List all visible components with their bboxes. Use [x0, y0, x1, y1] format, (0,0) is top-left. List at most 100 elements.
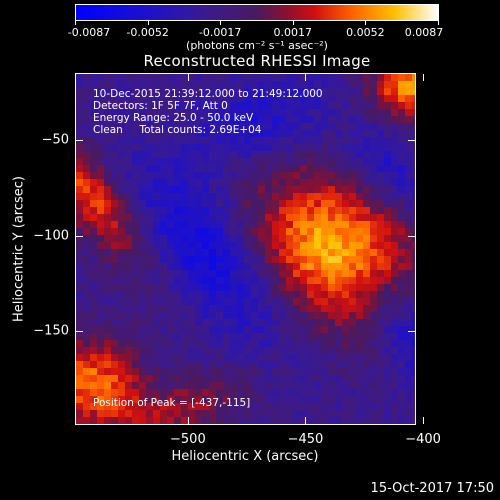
- colorbar-tick-label: 0.0017: [273, 26, 313, 39]
- heatmap-cell: [160, 207, 167, 214]
- heatmap-cell: [384, 417, 391, 424]
- heatmap-cell: [111, 403, 118, 410]
- heatmap-cell: [111, 102, 118, 109]
- heatmap-cell: [307, 116, 314, 123]
- heatmap-cell: [258, 354, 265, 361]
- heatmap-cell: [167, 137, 174, 144]
- heatmap-cell: [160, 403, 167, 410]
- colorbar-gradient: [76, 5, 438, 20]
- heatmap-cell: [335, 221, 342, 228]
- heatmap-cell: [174, 319, 181, 326]
- heatmap-cell: [209, 249, 216, 256]
- heatmap-cell: [321, 361, 328, 368]
- heatmap-cell: [237, 291, 244, 298]
- heatmap-cell: [209, 200, 216, 207]
- heatmap-cell: [258, 263, 265, 270]
- heatmap-cell: [363, 312, 370, 319]
- heatmap-cell: [279, 102, 286, 109]
- heatmap-cell: [181, 207, 188, 214]
- heatmap-cell: [412, 235, 415, 242]
- heatmap-cell: [237, 417, 244, 424]
- heatmap-cell: [230, 333, 237, 340]
- heatmap-cell: [83, 354, 90, 361]
- heatmap-cell: [307, 326, 314, 333]
- heatmap-cell: [209, 256, 216, 263]
- heatmap-cell: [328, 207, 335, 214]
- heatmap-cell: [195, 410, 202, 417]
- heatmap-cell: [335, 319, 342, 326]
- heatmap-cell: [370, 214, 377, 221]
- heatmap-cell: [321, 165, 328, 172]
- heatmap-cell: [349, 95, 356, 102]
- heatmap-cell: [258, 158, 265, 165]
- heatmap-cell: [125, 81, 132, 88]
- heatmap-cell: [265, 382, 272, 389]
- heatmap-cell: [132, 221, 139, 228]
- heatmap-cell: [265, 249, 272, 256]
- heatmap-cell: [405, 333, 412, 340]
- heatmap-cell: [237, 95, 244, 102]
- heatmap-cell: [293, 102, 300, 109]
- heatmap-cell: [230, 256, 237, 263]
- heatmap-cell: [195, 305, 202, 312]
- heatmap-cell: [384, 291, 391, 298]
- heatmap-cell: [244, 158, 251, 165]
- heatmap-cell: [153, 242, 160, 249]
- x-tick-label: −400: [405, 432, 441, 447]
- heatmap-cell: [223, 186, 230, 193]
- heatmap-cell: [272, 172, 279, 179]
- y-tick-label: −150: [33, 323, 69, 339]
- heatmap-cell: [314, 123, 321, 130]
- heatmap-cell: [279, 396, 286, 403]
- heatmap-cell: [279, 298, 286, 305]
- heatmap-cell: [398, 417, 405, 424]
- heatmap-cell: [160, 249, 167, 256]
- heatmap-cell: [265, 270, 272, 277]
- heatmap-cell: [398, 144, 405, 151]
- heatmap-cell: [328, 263, 335, 270]
- heatmap-cell: [321, 270, 328, 277]
- heatmap-cell: [286, 130, 293, 137]
- heatmap-cell: [363, 396, 370, 403]
- heatmap-cell: [258, 298, 265, 305]
- heatmap-cell: [160, 95, 167, 102]
- heatmap-cell: [139, 144, 146, 151]
- heatmap-cell: [265, 354, 272, 361]
- heatmap-cell: [412, 200, 415, 207]
- heatmap-cell: [356, 305, 363, 312]
- heatmap-cell: [118, 123, 125, 130]
- heatmap-cell: [195, 137, 202, 144]
- heatmap-cell: [153, 249, 160, 256]
- heatmap-cell: [391, 151, 398, 158]
- heatmap-cell: [244, 109, 251, 116]
- heatmap-cell: [139, 270, 146, 277]
- heatmap-cell: [342, 291, 349, 298]
- heatmap-cell: [398, 193, 405, 200]
- heatmap-cell: [293, 389, 300, 396]
- heatmap-cell: [188, 340, 195, 347]
- heatmap-cell: [125, 214, 132, 221]
- heatmap-cell: [286, 88, 293, 95]
- heatmap-cell: [83, 249, 90, 256]
- heatmap-cell: [398, 109, 405, 116]
- heatmap-cell: [272, 158, 279, 165]
- heatmap-cell: [328, 368, 335, 375]
- heatmap-cell: [188, 319, 195, 326]
- heatmap-cell: [307, 333, 314, 340]
- heatmap-cell: [153, 347, 160, 354]
- heatmap-cell: [104, 249, 111, 256]
- colorbar-tick: [75, 21, 76, 25]
- heatmap-cell: [384, 137, 391, 144]
- heatmap-cell: [300, 298, 307, 305]
- heatmap-cell: [209, 270, 216, 277]
- heatmap-cell: [377, 81, 384, 88]
- heatmap-cell: [391, 200, 398, 207]
- heatmap-cell: [90, 158, 97, 165]
- heatmap-cell: [97, 277, 104, 284]
- heatmap-cell: [90, 326, 97, 333]
- heatmap-cell: [195, 263, 202, 270]
- heatmap-cell: [167, 396, 174, 403]
- heatmap-cell: [265, 151, 272, 158]
- heatmap-cell: [356, 74, 363, 81]
- heatmap-cell: [314, 151, 321, 158]
